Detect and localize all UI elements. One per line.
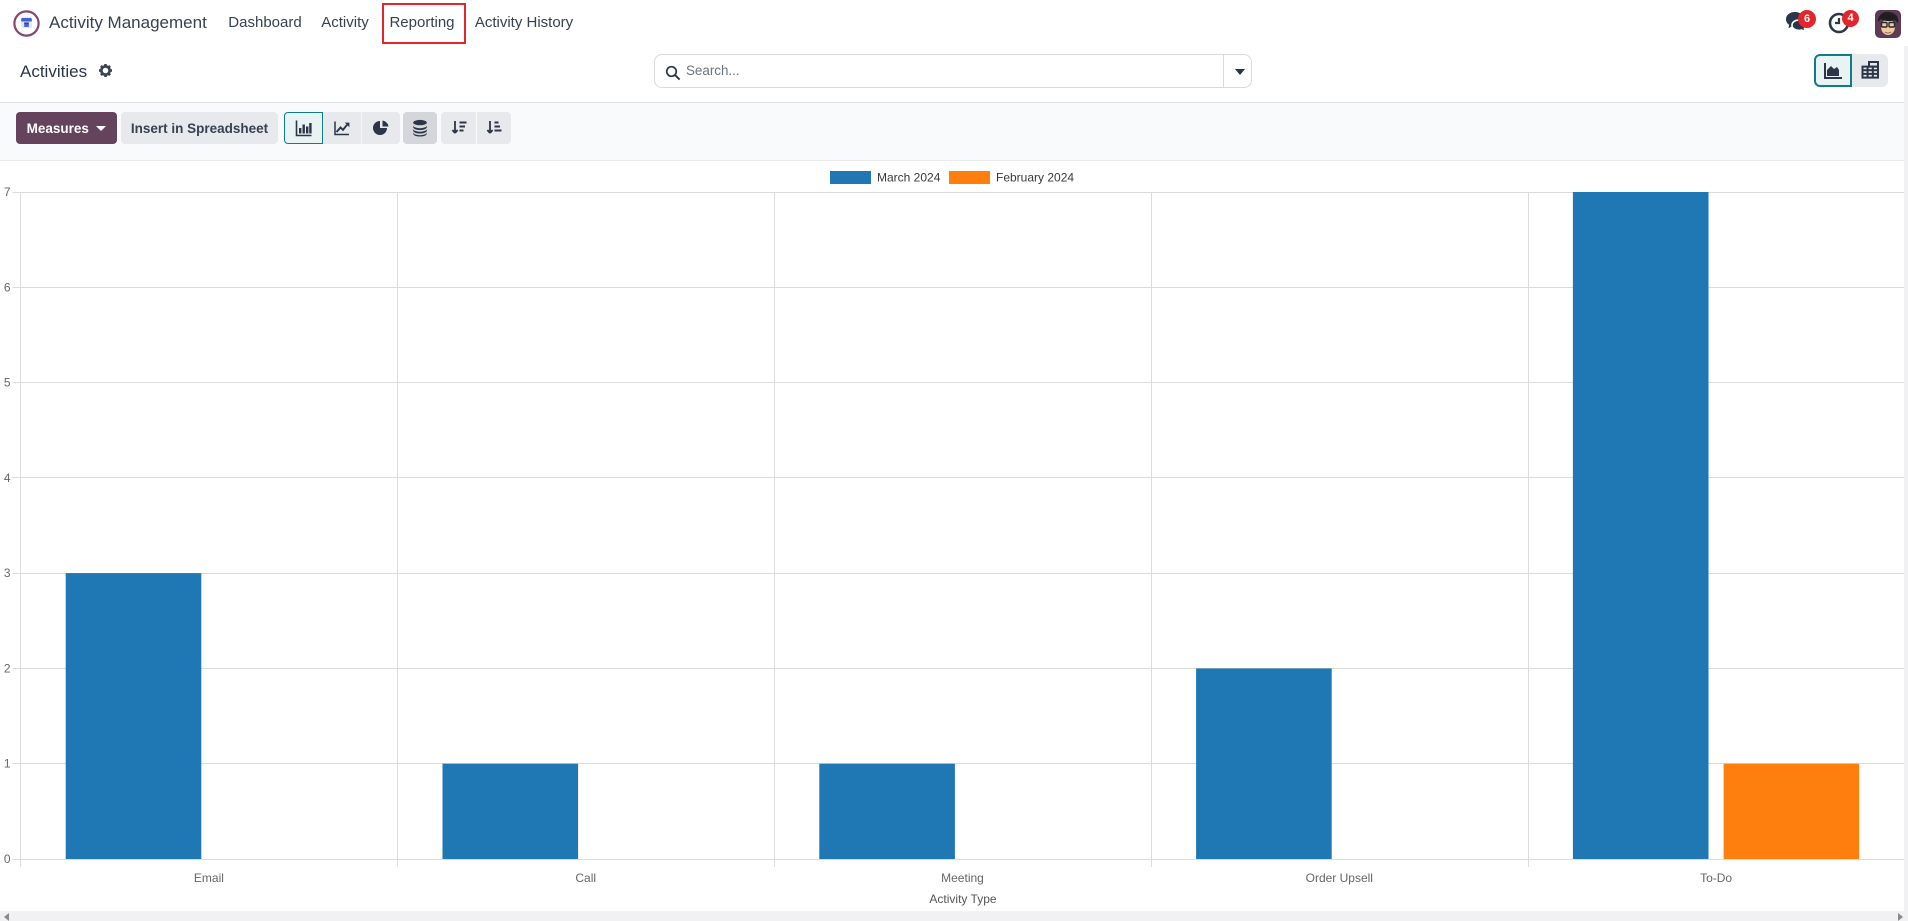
svg-text:2: 2: [4, 661, 11, 675]
svg-text:March 2024: March 2024: [877, 171, 941, 185]
svg-text:Email: Email: [194, 871, 224, 885]
svg-text:3: 3: [4, 566, 11, 580]
svg-text:February 2024: February 2024: [996, 171, 1074, 185]
svg-text:Meeting: Meeting: [941, 871, 984, 885]
svg-text:Activity Type: Activity Type: [929, 892, 996, 906]
svg-text:To-Do: To-Do: [1700, 871, 1732, 885]
svg-text:1: 1: [4, 757, 11, 771]
svg-text:6: 6: [4, 280, 11, 294]
svg-text:0: 0: [4, 852, 11, 866]
svg-text:7: 7: [4, 185, 11, 199]
svg-text:Call: Call: [575, 871, 596, 885]
svg-text:5: 5: [4, 376, 11, 390]
svg-text:Order Upsell: Order Upsell: [1306, 871, 1373, 885]
svg-text:4: 4: [4, 471, 11, 485]
